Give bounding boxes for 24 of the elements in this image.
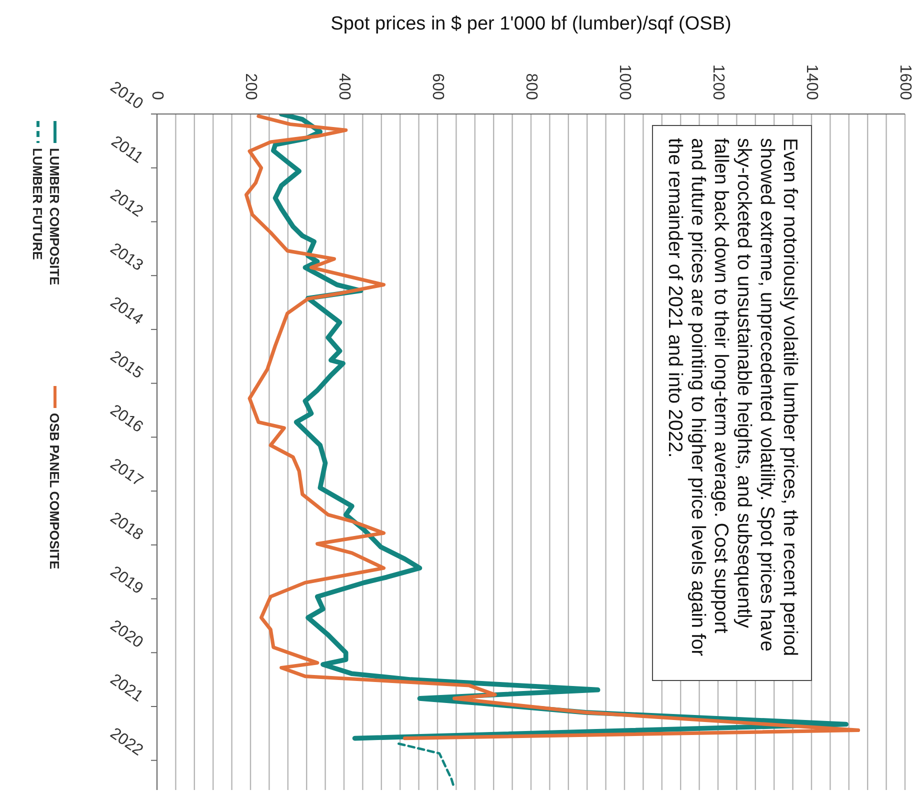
x-tick-label: 400: [336, 73, 352, 100]
x-tick-label: 0: [148, 91, 166, 100]
y-tick-label: 2014: [106, 294, 146, 328]
y-tick-label: 2016: [106, 402, 146, 436]
y-tick-label: 2020: [106, 617, 146, 652]
x-tick-label: 1000: [616, 64, 633, 100]
x-tick-label: 1600: [896, 64, 914, 100]
x-tick-label: 600: [429, 73, 446, 100]
x-tick-label: 1400: [803, 64, 820, 100]
legend-label: LUMBER COMPOSITE: [47, 148, 62, 286]
y-tick-label: 2011: [108, 133, 146, 167]
x-tick-label: 1200: [710, 64, 726, 100]
y-tick-label: 2013: [106, 240, 146, 275]
legend-label: LUMBER FUTURE: [30, 148, 45, 260]
y-tick-label: 2010: [106, 78, 146, 114]
y-tick-label: 2018: [106, 510, 146, 544]
y-tick-label: 2017: [106, 456, 146, 490]
x-tick-label: 200: [242, 73, 259, 100]
y-tick-label: 2015: [106, 348, 146, 382]
legend-label: OSB PANEL COMPOSITE: [47, 413, 62, 570]
annotation: Even for notoriously volatile lumber prices, the recent period showed extreme, unprecedented volatility. Spot prices have sky-rocketed to unsustainable heights, and subsequently fallen back down to their long-term average. Cost support and future prices are pointing to higher price levels again for the remainder of 2021 and into 2022.: [652, 125, 812, 681]
y-tick-label: 2019: [106, 563, 146, 598]
x-tick-label: 800: [522, 73, 540, 100]
x-axis-title: Spot prices in $ per 1'000 bf (lumber)/sqf (OSB): [330, 13, 732, 34]
